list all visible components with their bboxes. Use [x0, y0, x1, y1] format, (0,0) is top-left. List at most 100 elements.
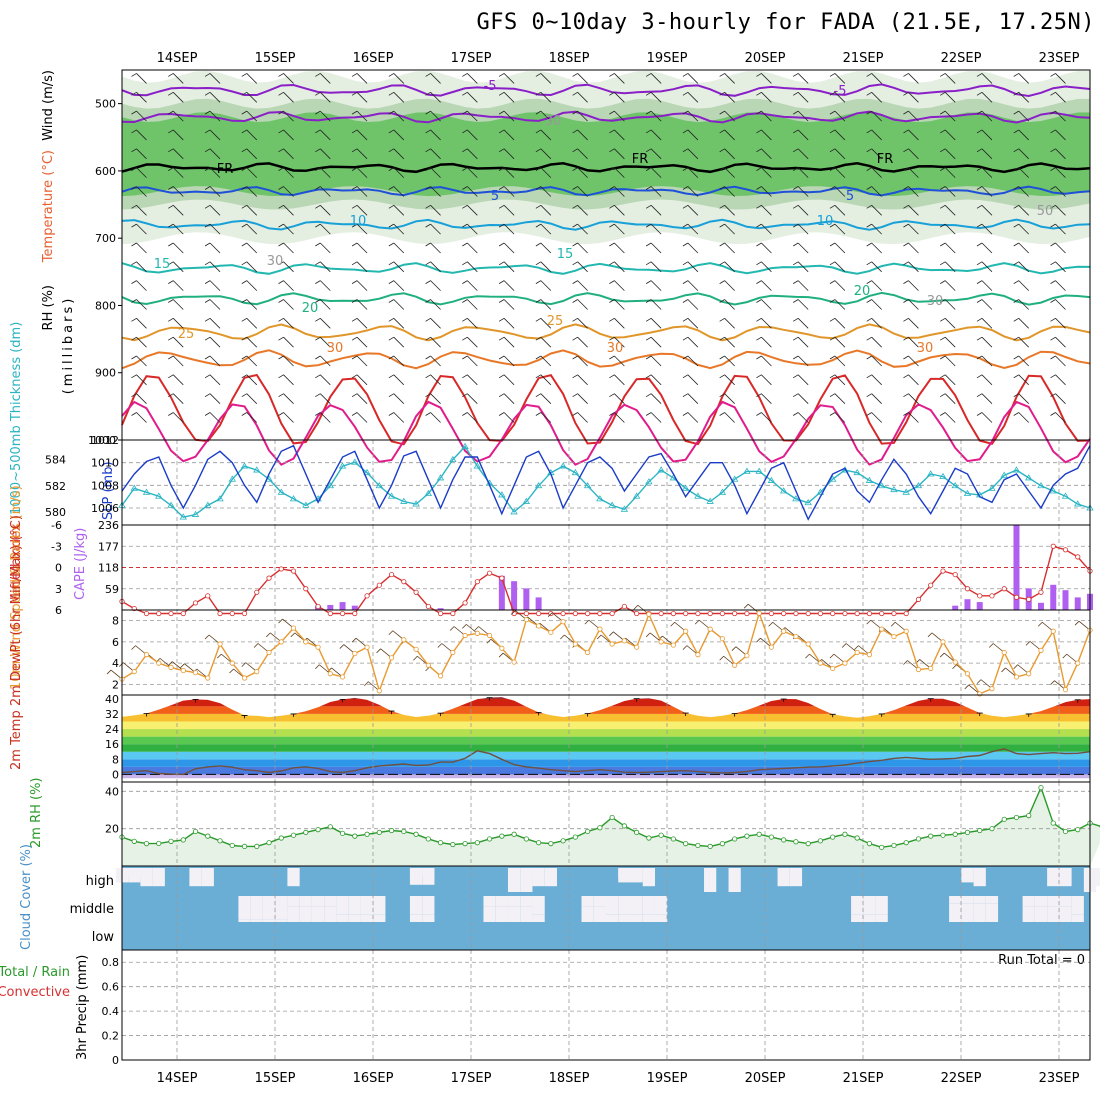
wind-barb	[756, 73, 772, 84]
wind-barb	[425, 148, 441, 160]
wind-barb	[609, 186, 625, 197]
lifted-index-point	[486, 570, 493, 576]
wind-barb	[425, 167, 441, 178]
wind-barb	[756, 299, 772, 310]
wind-barb	[315, 129, 331, 141]
cloud-cell-middle	[618, 914, 631, 922]
wind-barb	[1050, 110, 1066, 122]
y-tick-label: 500	[95, 98, 116, 111]
wind-barb	[204, 186, 221, 197]
wind-barb	[425, 242, 441, 254]
wind-barb	[756, 148, 772, 160]
lifted-index-point	[891, 610, 897, 617]
wind-barb	[168, 280, 184, 291]
ylabel-cloud: Cloud Cover (%)	[19, 844, 34, 950]
thickness-point	[620, 505, 629, 512]
wind-barb	[645, 186, 662, 197]
rh2m-point	[192, 828, 199, 835]
wind10m-point	[989, 686, 995, 692]
precip-tick-label: 0.2	[102, 1030, 120, 1043]
minmax-marker	[878, 713, 885, 717]
wind-barb-10m	[731, 646, 748, 656]
wind-barb	[131, 317, 147, 329]
wind-barb	[756, 374, 772, 386]
wind-barb	[388, 167, 405, 178]
wind10m-point	[180, 667, 186, 674]
wind10m-point	[413, 646, 419, 652]
wind10m-point	[450, 649, 456, 656]
slp-tick-label: 1008	[91, 479, 119, 492]
wind-barb	[1050, 374, 1066, 386]
wind-barb	[278, 261, 294, 273]
wind-barb	[425, 355, 441, 367]
cape-bar	[1074, 597, 1081, 610]
rh-area	[122, 787, 1100, 866]
cloud-gap	[532, 896, 545, 915]
wind-barb	[756, 110, 772, 122]
rh2m-point	[842, 831, 848, 837]
wind10m-point	[143, 652, 150, 658]
thickness-point	[865, 476, 874, 483]
wind-barb	[1013, 91, 1030, 103]
rh2m-point	[585, 828, 591, 835]
precip-ylabels: Total / Rain Convective 3hr Precip (mm)	[0, 955, 90, 1060]
isotherm-line	[121, 218, 1091, 231]
day-label-bottom: 16SEP	[353, 1071, 394, 1086]
wind-barb-10m	[253, 643, 270, 653]
wind-barb	[315, 299, 331, 310]
wind-barb	[462, 317, 478, 329]
wind-barb	[903, 336, 919, 348]
minmax-marker	[1074, 699, 1081, 703]
thickness-point	[130, 484, 138, 491]
isotherm-label: 20	[854, 284, 871, 299]
minmax-marker	[143, 713, 150, 717]
wind10m-point	[376, 688, 382, 694]
wind-barb	[940, 73, 956, 84]
cape-bar	[952, 605, 959, 610]
wind-barb-10m	[437, 643, 454, 653]
wind-barb	[315, 91, 331, 103]
lifted-index-point	[229, 610, 235, 617]
ylabel-precip-total: Total / Rain	[0, 965, 70, 980]
wind-barb	[204, 148, 221, 160]
wind-barb	[792, 374, 809, 386]
wind-barb	[351, 186, 368, 197]
cloud-gap	[373, 896, 386, 915]
cloud-cell-middle	[863, 914, 876, 922]
wind-barb	[1050, 186, 1066, 197]
thickness-point	[498, 491, 506, 498]
cloud-cell-middle	[373, 914, 386, 922]
rh2m-point	[290, 832, 297, 838]
cloud-gap	[642, 896, 656, 915]
wind-barb	[1050, 129, 1066, 141]
minmax-marker	[388, 710, 395, 715]
cloud-gap	[287, 868, 300, 887]
thickness-point	[191, 510, 200, 517]
wind-barb	[204, 261, 221, 273]
cloud-gap	[336, 896, 349, 915]
wind-barb	[498, 204, 515, 216]
wind-barb	[682, 186, 699, 197]
wind-barb	[315, 73, 331, 84]
wind10m-point	[560, 619, 566, 625]
wind-barb-10m	[829, 653, 846, 664]
rh2m-point	[156, 840, 162, 847]
wind-barb-10m	[694, 619, 711, 630]
cape-tick-label: 59	[105, 583, 119, 596]
thickness-point	[510, 508, 518, 515]
wind-barb-10m	[670, 621, 686, 632]
cape-bar	[327, 604, 334, 610]
wind-barb	[756, 223, 772, 235]
wind-barb	[829, 73, 846, 84]
wind-barb	[645, 73, 662, 84]
wind-barb	[940, 261, 956, 273]
wind-barb	[1050, 280, 1066, 291]
wind-barb	[609, 299, 625, 310]
wind-barb	[903, 204, 919, 216]
wind-barb	[866, 374, 882, 386]
wind10m-point	[156, 660, 162, 666]
wind-barb	[866, 299, 882, 310]
cloud-cell-middle	[507, 906, 521, 922]
wind-barb	[168, 73, 184, 84]
